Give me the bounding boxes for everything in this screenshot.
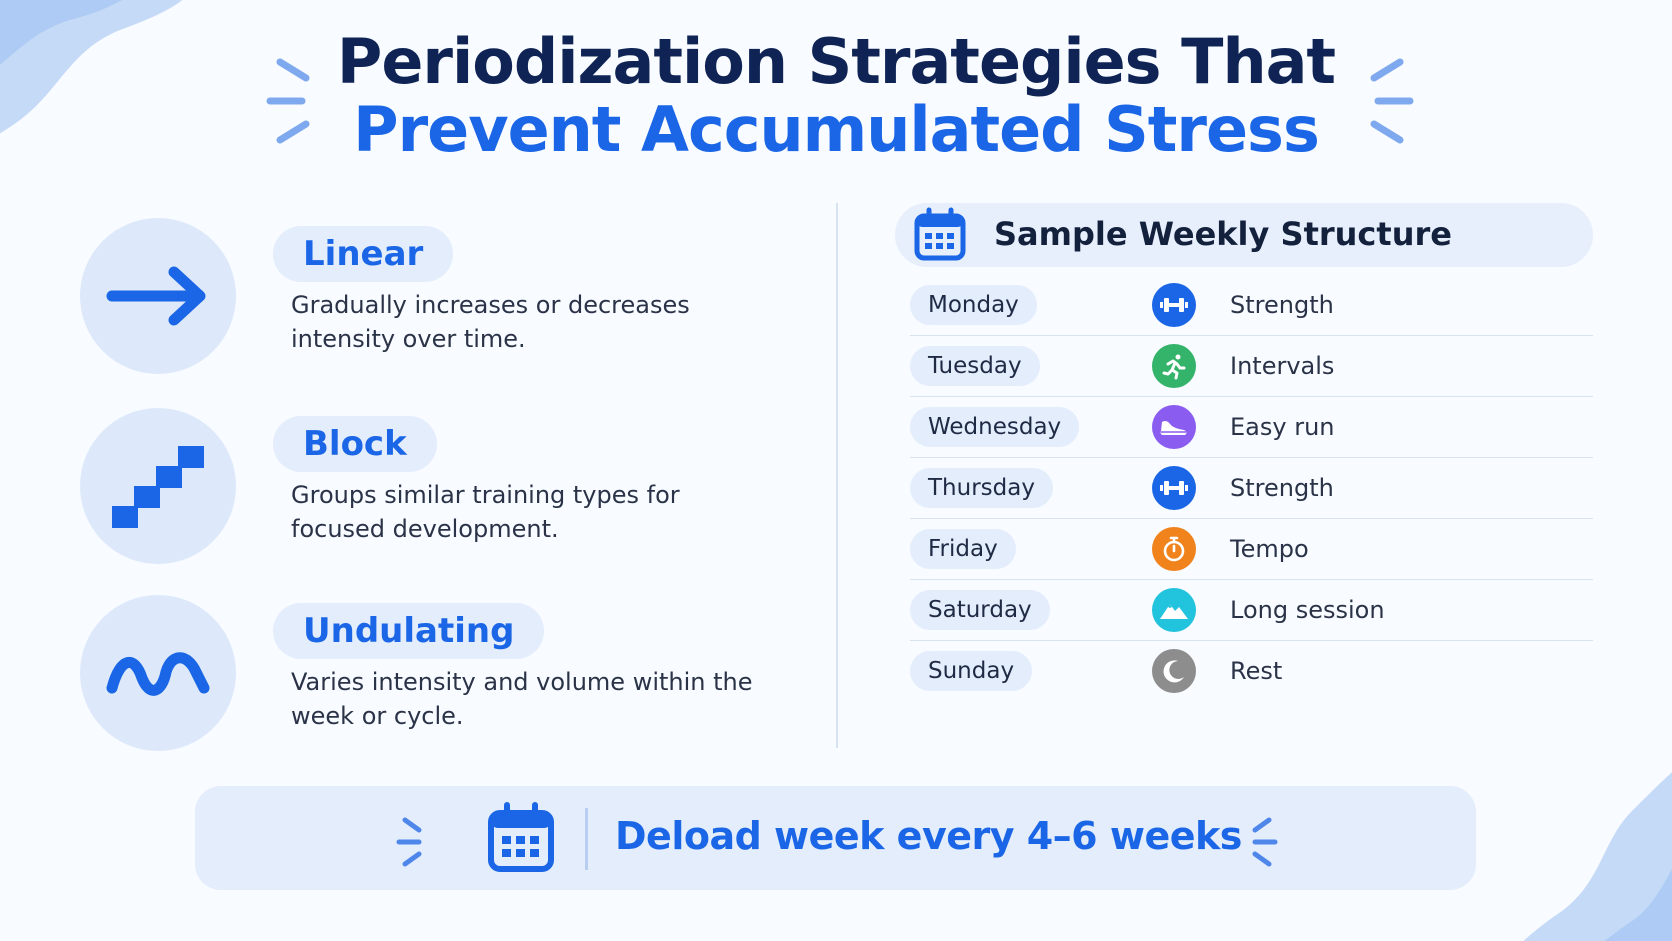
moon-icon xyxy=(1152,649,1196,693)
day-label: Saturday xyxy=(910,590,1050,630)
strategy-undulating: Undulating Varies intensity and volume w… xyxy=(80,595,820,755)
list-item: Wednesday Easy run xyxy=(910,397,1593,458)
runner-icon xyxy=(1152,344,1196,388)
list-item: Saturday Long session xyxy=(910,580,1593,641)
strategy-block: Block Groups similar training types for … xyxy=(80,408,820,568)
day-label: Friday xyxy=(910,529,1016,569)
deload-banner: Deload week every 4–6 weeks xyxy=(195,786,1476,890)
column-divider xyxy=(836,203,838,748)
day-label: Monday xyxy=(910,285,1037,325)
dumbbell-icon xyxy=(1152,466,1196,510)
day-label: Wednesday xyxy=(910,407,1080,447)
banner-text: Deload week every 4–6 weeks xyxy=(615,814,1242,858)
spark-lines-icon xyxy=(396,817,422,867)
weekly-structure-header: Sample Weekly Structure xyxy=(895,203,1593,267)
strategy-icon-circle xyxy=(80,408,236,564)
strategy-linear: Linear Gradually increases or decreases … xyxy=(80,218,820,378)
weekly-structure-title: Sample Weekly Structure xyxy=(994,215,1452,253)
title-line-2: Prevent Accumulated Stress xyxy=(353,93,1320,166)
title-line-1: Periodization Strategies That xyxy=(336,25,1336,98)
strategy-name: Undulating xyxy=(273,603,545,659)
day-label: Sunday xyxy=(910,651,1033,691)
wave-icon xyxy=(106,652,210,696)
activity-label: Long session xyxy=(1230,596,1385,624)
activity-label: Tempo xyxy=(1230,535,1309,563)
arrow-right-icon xyxy=(106,266,206,326)
activity-label: Easy run xyxy=(1230,413,1335,441)
day-label: Tuesday xyxy=(910,346,1040,386)
list-item: Thursday Strength xyxy=(910,458,1593,519)
mountain-icon xyxy=(1152,588,1196,632)
activity-label: Intervals xyxy=(1230,352,1335,380)
list-item: Friday Tempo xyxy=(910,519,1593,580)
calendar-icon xyxy=(914,207,966,261)
stopwatch-icon xyxy=(1152,527,1196,571)
spark-lines-icon xyxy=(266,58,310,144)
shoe-icon xyxy=(1152,405,1196,449)
strategy-description: Varies intensity and volume within the w… xyxy=(291,668,753,730)
strategy-description: Gradually increases or decreases intensi… xyxy=(291,291,690,353)
banner-separator xyxy=(585,808,588,870)
strategy-icon-circle xyxy=(80,218,236,374)
strategy-name: Block xyxy=(273,416,437,472)
spark-lines-icon xyxy=(1370,58,1414,144)
list-item: Tuesday Intervals xyxy=(910,336,1593,397)
strategy-description: Groups similar training types for focuse… xyxy=(291,481,680,543)
activity-label: Strength xyxy=(1230,474,1334,502)
stairs-icon xyxy=(112,446,204,528)
strategy-icon-circle xyxy=(80,595,236,751)
strategy-name: Linear xyxy=(273,226,454,282)
list-item: Sunday Rest xyxy=(910,641,1593,702)
activity-label: Strength xyxy=(1230,291,1334,319)
activity-label: Rest xyxy=(1230,657,1283,685)
list-item: Monday Strength xyxy=(910,275,1593,336)
day-label: Thursday xyxy=(910,468,1053,508)
dumbbell-icon xyxy=(1152,283,1196,327)
spark-lines-icon xyxy=(1252,817,1278,867)
corner-blob-decoration xyxy=(1523,772,1672,941)
calendar-icon xyxy=(488,802,554,872)
weekly-schedule-list: Monday Strength Tuesday Intervals Wednes… xyxy=(910,275,1593,702)
page-title: Periodization Strategies That Prevent Ac… xyxy=(0,28,1672,164)
